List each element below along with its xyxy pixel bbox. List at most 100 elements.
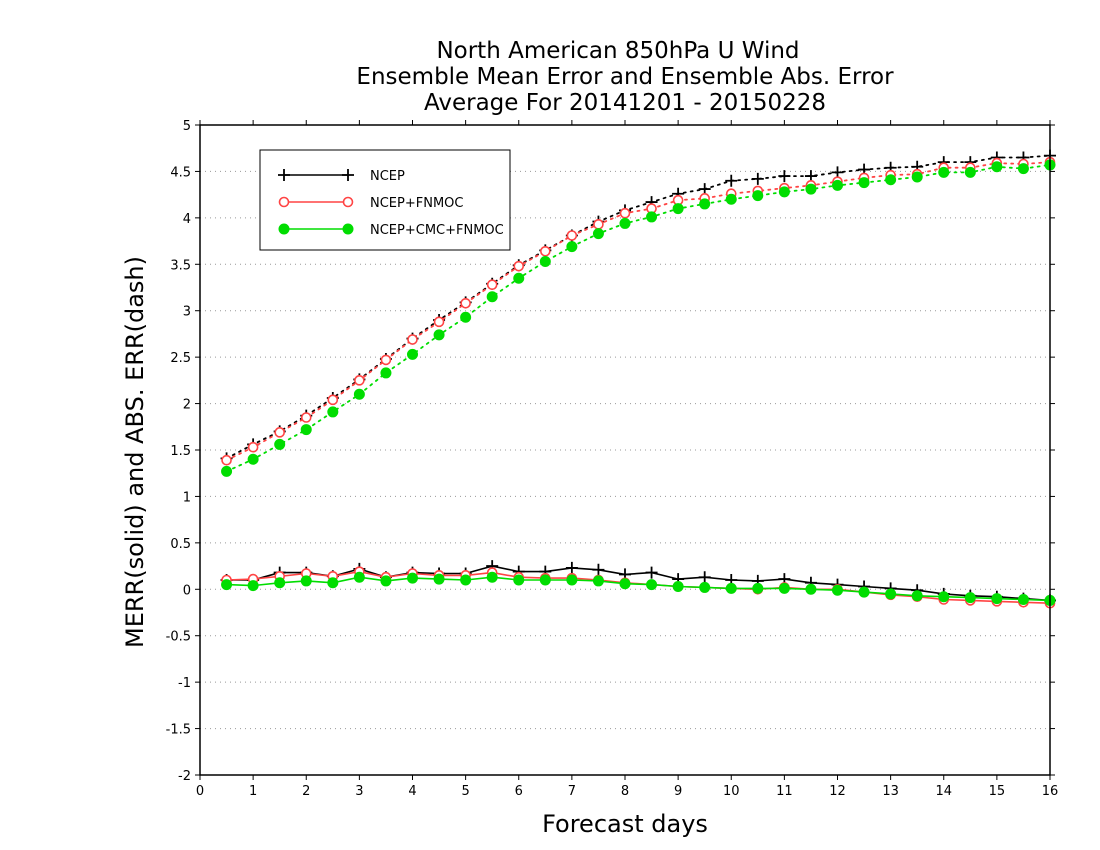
x-axis-title: Forecast days (542, 810, 708, 838)
abs-error-point-ncep-fnmoc (221, 454, 232, 466)
abs-error-point-ncep-cmc-fnmoc (752, 190, 764, 202)
abs-error-point-ncep-cmc-fnmoc (964, 166, 976, 178)
abs-error-point-ncep-cmc-fnmoc (725, 193, 737, 205)
mean-error-point-ncep-cmc-fnmoc (646, 579, 658, 591)
abs-error-point-ncep-cmc-fnmoc (460, 311, 472, 323)
mean-error-point-ncep-cmc-fnmoc (699, 581, 711, 593)
y-tick-label: 5 (183, 119, 191, 134)
abs-error-point-ncep-fnmoc (247, 441, 259, 453)
abs-error-point-ncep-fnmoc (513, 260, 525, 272)
abs-error-point-ncep-fnmoc (274, 427, 285, 438)
abs-error-point-ncep-cmc-fnmoc (300, 424, 312, 436)
legend-label-ncep: NCEP (370, 169, 405, 184)
x-tick-label: 0 (196, 784, 204, 799)
legend: NCEP NCEP+FNMOC NCEP+CMC+FNMOC (259, 149, 511, 251)
mean-error-point-ncep-cmc-fnmoc (885, 588, 897, 600)
y-tick-label: 3.5 (170, 258, 191, 273)
abs-error-point-ncep-cmc-fnmoc (619, 217, 631, 229)
legend-items: NCEP NCEP+FNMOC NCEP+CMC+FNMOC (278, 169, 504, 238)
title-line-3: Average For 20141201 - 20150228 (424, 90, 826, 116)
abs-error-point-ncep-fnmoc (407, 334, 418, 345)
mean-error-point-ncep-cmc-fnmoc (991, 593, 1003, 605)
abs-error-point-ncep-cmc-fnmoc (221, 465, 233, 477)
abs-error-point-ncep-fnmoc (486, 279, 498, 291)
x-tick-label: 12 (829, 784, 846, 799)
mean-error-point-ncep-cmc-fnmoc (911, 590, 923, 602)
mean-error-point-ncep (565, 561, 578, 574)
abs-error-point-ncep-fnmoc (380, 354, 392, 366)
mean-error-point-ncep-cmc-fnmoc (460, 574, 472, 586)
y-tick-label: 4.5 (170, 165, 191, 180)
mean-error-point-ncep-cmc-fnmoc (221, 579, 233, 591)
abs-error-point-ncep-fnmoc (327, 394, 339, 406)
abs-error-point-ncep-cmc-fnmoc (832, 179, 843, 191)
abs-error-point-ncep-cmc-fnmoc (938, 166, 950, 178)
abs-error-point-ncep-cmc-fnmoc (513, 272, 525, 284)
abs-error-point-ncep-cmc-fnmoc (646, 211, 658, 223)
abs-error-point-ncep-cmc-fnmoc (672, 203, 684, 215)
mean-error-point-ncep-cmc-fnmoc (539, 574, 551, 586)
x-tick-label: 4 (408, 784, 416, 799)
abs-error-point-ncep-cmc-fnmoc (699, 198, 711, 210)
legend-marker-ncep-cmc-fnmoc (278, 223, 290, 235)
abs-error-point-ncep-cmc-fnmoc (380, 367, 392, 379)
legend-marker-ncep (278, 169, 290, 181)
abs-error-point-ncep (725, 174, 738, 187)
abs-error-point-ncep-cmc-fnmoc (805, 183, 817, 195)
abs-error-point-ncep-cmc-fnmoc (539, 256, 551, 267)
abs-error-point-ncep (778, 170, 791, 183)
x-axis: 0 1 2 3 4 5 6 7 8 9 10 11 12 13 14 15 16 (196, 120, 1058, 799)
gridlines (200, 170, 1050, 730)
x-tick-label: 5 (461, 784, 469, 799)
mean-error-point-ncep-cmc-fnmoc (805, 583, 817, 595)
y-tick-label: 2 (183, 398, 191, 413)
abs-error-point-ncep-cmc-fnmoc (566, 241, 578, 253)
x-tick-label: 3 (355, 784, 363, 799)
abs-error-point-ncep-cmc-fnmoc (885, 174, 897, 186)
series-ncep-cmc-fnmoc (221, 159, 1056, 606)
mean-error-point-ncep-cmc-fnmoc (300, 575, 312, 587)
mean-error-point-ncep-cmc-fnmoc (274, 577, 286, 589)
mean-error-point-ncep-cmc-fnmoc (619, 578, 631, 590)
mean-error-point-ncep-cmc-fnmoc (964, 592, 976, 604)
mean-error-point-ncep-cmc-fnmoc (725, 582, 737, 594)
legend-label-ncep-cmc-fnmoc: NCEP+CMC+FNMOC (370, 223, 504, 238)
mean-error-point-ncep-cmc-fnmoc (592, 575, 604, 587)
x-tick-label: 16 (1042, 784, 1059, 799)
legend-label-ncep-fnmoc: NCEP+FNMOC (370, 196, 463, 211)
mean-error-point-ncep-cmc-fnmoc (327, 577, 339, 589)
abs-error-point-ncep-fnmoc (300, 412, 312, 423)
abs-error-point-ncep-fnmoc (354, 375, 365, 386)
y-tick-label: 0.5 (170, 537, 191, 552)
mean-error-point-ncep-cmc-fnmoc (752, 582, 764, 594)
mean-error-point-ncep-cmc-fnmoc (513, 574, 525, 586)
y-tick-label: 2.5 (170, 351, 191, 366)
abs-error-point-ncep-fnmoc (540, 245, 551, 257)
abs-error-point-ncep-cmc-fnmoc (911, 171, 923, 183)
x-tick-label: 9 (674, 784, 682, 799)
abs-error-point-ncep-cmc-fnmoc (991, 161, 1003, 173)
y-tick-label: 3 (183, 305, 191, 320)
title-line-1: North American 850hPa U Wind (436, 38, 799, 64)
x-tick-label: 14 (935, 784, 952, 799)
mean-error-point-ncep-cmc-fnmoc (1017, 594, 1029, 605)
mean-error-point-ncep-cmc-fnmoc (858, 586, 870, 598)
abs-error-point-ncep-cmc-fnmoc (778, 186, 790, 198)
plot-frame (199, 124, 1051, 776)
y-tick-label: -0.5 (166, 630, 191, 645)
abs-error-point-ncep-cmc-fnmoc (592, 228, 604, 240)
y-axis: -2 -1.5 -1 -0.5 0 0.5 1 1.5 2 2.5 3 3.5 4 4.5 5 (166, 119, 1055, 784)
legend-marker-ncep-fnmoc (342, 196, 354, 208)
abs-error-point-ncep-cmc-fnmoc (858, 177, 870, 189)
mean-error-point-ncep-cmc-fnmoc (247, 580, 259, 592)
abs-error-point-ncep-cmc-fnmoc (274, 438, 286, 450)
mean-error-point-ncep-cmc-fnmoc (433, 573, 445, 585)
x-tick-label: 10 (723, 784, 740, 799)
legend-marker-ncep-fnmoc (278, 196, 290, 208)
chart-title: North American 850hPa U Wind Ensemble Me… (356, 38, 894, 116)
mean-error-point-ncep-cmc-fnmoc (778, 582, 790, 594)
y-tick-label: 1 (183, 490, 191, 505)
abs-error-point-ncep-fnmoc (433, 316, 445, 328)
abs-error-line-ncep-fnmoc (225, 161, 1051, 462)
